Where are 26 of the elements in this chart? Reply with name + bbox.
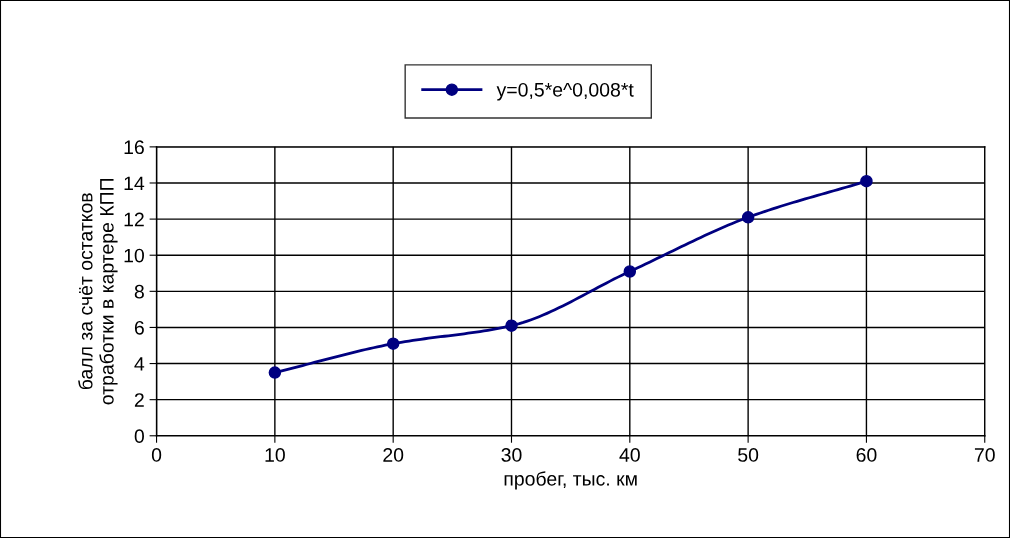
x-axis-title: пробег, тыс. км — [504, 471, 637, 490]
x-tick-label: 40 — [619, 448, 640, 462]
point — [741, 211, 755, 224]
y-tick-label: 4 — [134, 357, 145, 371]
point — [623, 265, 637, 278]
y-tick-label: 2 — [134, 393, 144, 407]
y-tick-label: 16 — [124, 140, 144, 155]
point — [268, 366, 282, 379]
x-tick-label: 0 — [151, 448, 162, 462]
y-tick-label: 6 — [134, 320, 144, 335]
x-tick-label: 70 — [974, 448, 995, 462]
x-tick-label: 10 — [265, 448, 285, 462]
x-tick-label: 60 — [856, 448, 877, 462]
legend-label: y=0,5*e^0,008*t — [496, 82, 634, 101]
y-tick-label: 0 — [134, 429, 144, 444]
x-tick-label: 50 — [738, 448, 759, 462]
point — [860, 174, 873, 188]
y-tick-label: 14 — [124, 176, 145, 191]
x-tick-label: 30 — [501, 448, 522, 462]
y-tick-label: 10 — [124, 248, 144, 263]
y-axis-title: балл за счёт остатков отработки в картере КПП — [78, 178, 118, 405]
point — [505, 319, 518, 332]
y-tick-label: 8 — [134, 284, 144, 299]
point — [386, 337, 400, 350]
y-tick-label: 12 — [124, 212, 144, 227]
x-tick-label: 20 — [383, 448, 404, 462]
